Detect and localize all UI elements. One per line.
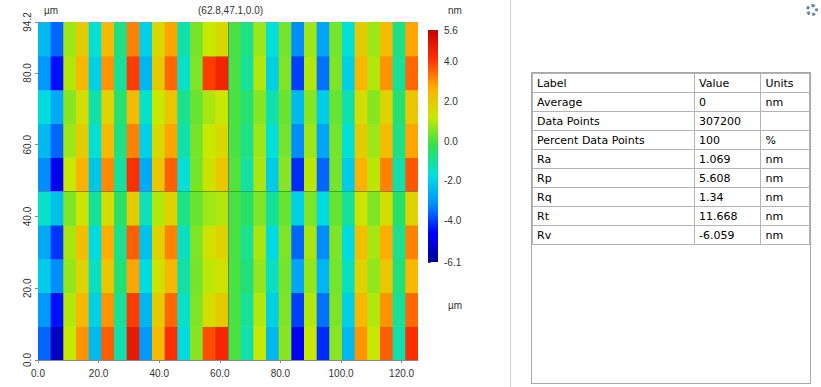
- html-text:Value: Value: [699, 76, 730, 90]
- html-text:nm: nm: [765, 171, 784, 185]
- html-text:nm: nm: [765, 190, 784, 204]
- svg-text:40.0: 40.0: [149, 368, 169, 379]
- svg-text:0.0: 0.0: [22, 353, 33, 367]
- html-text:Units: Units: [765, 76, 794, 90]
- html-text:1.34: 1.34: [699, 190, 724, 204]
- html-text:1.069: 1.069: [699, 152, 731, 166]
- html-text:nm: nm: [765, 95, 784, 109]
- svg-text:4.0: 4.0: [444, 56, 458, 67]
- svg-text:60.0: 60.0: [210, 368, 230, 379]
- html-text:Average: Average: [537, 95, 583, 109]
- svg-text:20.0: 20.0: [89, 368, 109, 379]
- svg-text:0.0: 0.0: [444, 136, 458, 147]
- html-text:307200: 307200: [699, 114, 742, 128]
- html-text:Data Points: Data Points: [537, 114, 600, 128]
- html-text:Percent Data Points: Percent Data Points: [537, 133, 645, 147]
- svg-text:94.2: 94.2: [22, 12, 33, 32]
- html-text:Rp: Rp: [537, 171, 552, 185]
- svg-text:120.0: 120.0: [389, 368, 414, 379]
- html-text:Label: Label: [537, 76, 567, 90]
- svg-text:80.0: 80.0: [271, 368, 291, 379]
- svg-text:40.0: 40.0: [22, 206, 33, 226]
- svg-text:µm: µm: [44, 5, 58, 16]
- svg-text:0.0: 0.0: [31, 368, 45, 379]
- html-text:Rq: Rq: [537, 190, 552, 204]
- svg-text:µm: µm: [448, 300, 462, 311]
- svg-text:nm: nm: [448, 5, 462, 16]
- html-text:Rt: Rt: [537, 209, 549, 223]
- html-text:nm: nm: [765, 152, 784, 166]
- svg-text:100.0: 100.0: [329, 368, 354, 379]
- svg-text:80.0: 80.0: [22, 63, 33, 83]
- svg-text:-4.0: -4.0: [444, 215, 462, 226]
- html-text:0: 0: [699, 95, 707, 109]
- svg-text:(62.8,47.1,0.0): (62.8,47.1,0.0): [198, 5, 263, 16]
- svg-text:60.0: 60.0: [22, 135, 33, 155]
- html-text:5.608: 5.608: [699, 171, 731, 185]
- html-text:100: 100: [699, 133, 721, 147]
- html-text:Ra: Ra: [537, 152, 552, 166]
- svg-text:-2.0: -2.0: [444, 175, 462, 186]
- html-text:Rv: Rv: [537, 228, 552, 242]
- html-text:nm: nm: [765, 209, 784, 223]
- html-text:11.668: 11.668: [699, 209, 738, 223]
- svg-text:-6.1: -6.1: [444, 257, 462, 268]
- svg-text:2.0: 2.0: [444, 96, 458, 107]
- html-text:-6.059: -6.059: [699, 228, 735, 242]
- svg-text:20.0: 20.0: [22, 278, 33, 298]
- html-text:nm: nm: [765, 228, 784, 242]
- svg-text:5.6: 5.6: [444, 25, 458, 36]
